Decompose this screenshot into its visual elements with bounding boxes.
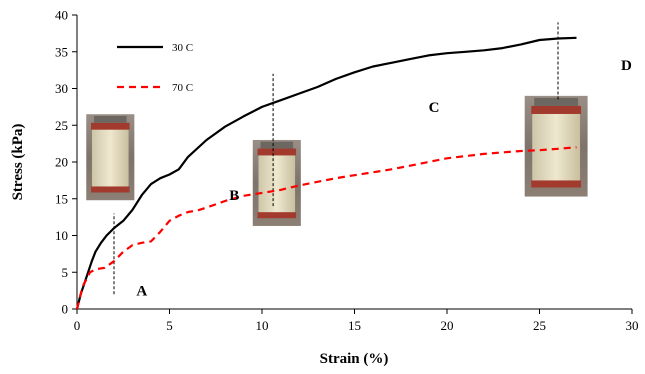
- y-axis-ticks: 0 5 10 15 20 25 30 35 40: [55, 8, 77, 317]
- x-tick-label: 15: [348, 318, 361, 333]
- point-annotations: A B C D: [136, 58, 632, 300]
- annotation-b: B: [229, 188, 239, 204]
- legend-label-70c: 70 C: [172, 82, 193, 94]
- specimen-photo-3: [524, 95, 588, 197]
- y-tick-label: 40: [55, 8, 68, 23]
- x-axis-title: Strain (%): [320, 351, 389, 367]
- x-tick-label: 0: [74, 318, 81, 333]
- specimen-photos: [86, 95, 588, 226]
- y-tick-label: 35: [55, 44, 68, 59]
- y-tick-label: 10: [55, 228, 68, 243]
- x-tick-label: 20: [441, 318, 454, 333]
- vertical-marker-lines: [113, 22, 559, 295]
- y-tick-label: 15: [55, 191, 68, 206]
- y-tick-label: 0: [62, 302, 69, 317]
- annotation-c: C: [429, 100, 440, 116]
- x-axis-ticks: 0 5 10 15 20 25 30: [74, 309, 639, 333]
- specimen-photo-2: [252, 139, 301, 226]
- series-line-30c: [75, 36, 577, 310]
- y-tick-label: 25: [55, 118, 68, 133]
- y-tick-label: 20: [55, 155, 68, 170]
- annotation-d: D: [621, 58, 632, 74]
- y-tick-label: 5: [62, 265, 69, 280]
- series-line-70c: [75, 146, 577, 310]
- legend: 30 C 70 C: [117, 42, 193, 94]
- x-tick-label: 10: [256, 318, 269, 333]
- specimen-photo-1: [86, 114, 135, 201]
- y-tick-label: 30: [55, 81, 68, 96]
- y-axis-title: Stress (kPa): [10, 124, 26, 201]
- annotation-a: A: [136, 284, 147, 300]
- x-tick-label: 30: [626, 318, 639, 333]
- plot-area: 0 5 10 15 20 25 30 35 40 0 5 10 15 20 25 30 A B C D: [55, 8, 639, 334]
- x-tick-label: 5: [166, 318, 173, 333]
- legend-label-30c: 30 C: [172, 42, 193, 54]
- x-tick-label: 25: [533, 318, 546, 333]
- series-lines: [75, 36, 577, 310]
